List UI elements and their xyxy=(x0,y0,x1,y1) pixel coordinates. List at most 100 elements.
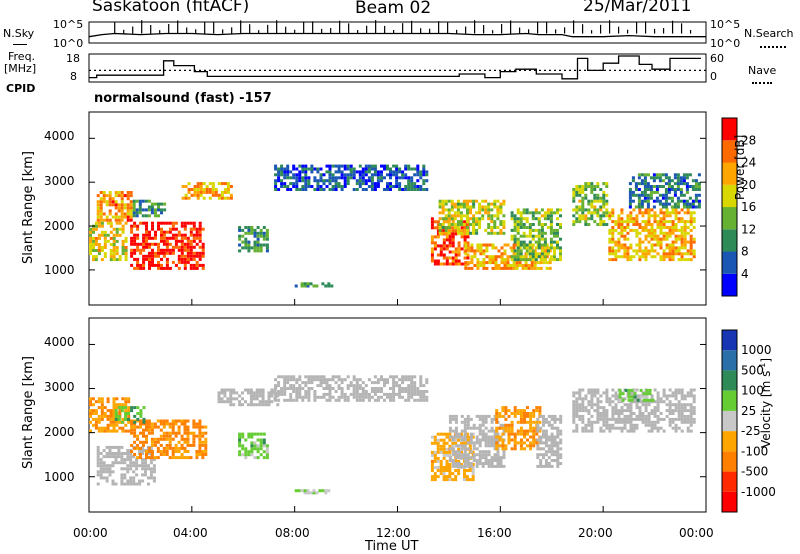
velocity-heatmap-cell xyxy=(519,409,523,413)
velocity-heatmap-cell xyxy=(559,429,563,433)
power-heatmap-cell xyxy=(89,239,92,243)
power-heatmap-cell xyxy=(459,217,463,221)
power-heatmap-cell xyxy=(352,170,356,174)
velocity-heatmap-cell xyxy=(644,406,648,410)
power-heatmap-cell xyxy=(334,179,338,183)
power-heatmap-cell xyxy=(643,185,647,188)
power-heatmap-cell xyxy=(343,179,347,183)
power-heatmap-cell xyxy=(559,246,562,250)
velocity-heatmap-cell xyxy=(662,391,666,395)
power-heatmap-cell xyxy=(253,231,257,235)
velocity-heatmap-cell xyxy=(149,467,153,471)
velocity-heatmap-cell xyxy=(614,409,618,413)
velocity-heatmap-cell xyxy=(255,397,259,401)
power-heatmap-cell xyxy=(445,244,449,248)
velocity-heatmap-cell xyxy=(97,406,101,410)
power-heatmap-cell xyxy=(183,224,187,228)
power-heatmap-cell xyxy=(343,164,347,168)
velocity-heatmap-cell xyxy=(611,406,615,410)
velocity-heatmap-cell xyxy=(355,390,359,393)
power-heatmap-cell xyxy=(436,229,440,233)
power-heatmap-cell xyxy=(674,226,678,229)
power-heatmap-cell xyxy=(217,193,221,197)
power-heatmap-cell xyxy=(584,217,588,221)
velocity-heatmap-cell xyxy=(392,395,396,399)
power-heatmap-cell xyxy=(497,255,501,259)
power-heatmap-cell xyxy=(361,173,365,177)
power-heatmap-cell xyxy=(692,237,696,241)
velocity-heatmap-cell xyxy=(502,456,506,460)
velocity-heatmap-cell xyxy=(198,431,202,435)
velocity-heatmap-cell xyxy=(692,394,696,398)
power-heatmap-cell xyxy=(614,258,618,262)
power-heatmap-cell xyxy=(540,252,544,256)
power-heatmap-cell xyxy=(530,261,534,265)
power-heatmap-cell xyxy=(680,217,684,221)
velocity-heatmap-cell xyxy=(100,397,104,401)
velocity-heatmap-cell xyxy=(587,391,591,395)
velocity-colorbar-tick: 1000 xyxy=(741,343,772,357)
velocity-heatmap-cell xyxy=(152,458,156,462)
power-heatmap-cell xyxy=(679,190,683,194)
power-heatmap-cell xyxy=(644,255,648,259)
power-heatmap-cell xyxy=(525,258,529,262)
power-heatmap-cell xyxy=(692,249,696,253)
velocity-heatmap-cell xyxy=(201,440,205,444)
velocity-heatmap-cell xyxy=(647,429,651,433)
power-heatmap-cell xyxy=(549,223,553,226)
velocity-heatmap-cell xyxy=(127,397,131,401)
power-heatmap-cell xyxy=(441,208,445,212)
velocity-heatmap-cell xyxy=(108,449,112,452)
power-heatmap-cell xyxy=(121,243,125,246)
power-heatmap-cell xyxy=(135,214,139,218)
velocity-heatmap-cell xyxy=(536,438,540,442)
power-heatmap-cell xyxy=(186,260,190,264)
power-heatmap-cell xyxy=(464,243,468,247)
velocity-heatmap-cell xyxy=(448,456,452,460)
power-heatmap-cell xyxy=(256,237,260,241)
velocity-heatmap-cell xyxy=(150,422,154,426)
velocity-heatmap-cell xyxy=(141,473,145,477)
velocity-heatmap-cell xyxy=(162,434,166,438)
velocity-heatmap-cell xyxy=(448,435,452,439)
velocity-heatmap-cell xyxy=(578,403,582,407)
velocity-heatmap-cell xyxy=(481,432,485,436)
power-heatmap-cell xyxy=(436,232,440,236)
velocity-heatmap-cell xyxy=(605,426,609,430)
power-heatmap-cell xyxy=(680,234,684,238)
power-heatmap-cell xyxy=(608,211,612,215)
power-heatmap-cell xyxy=(442,253,446,257)
power-heatmap-cell xyxy=(150,208,154,212)
velocity-heatmap-cell xyxy=(581,426,585,430)
power-heatmap-cell xyxy=(364,170,368,174)
power-heatmap-cell xyxy=(490,231,494,235)
power-heatmap-cell xyxy=(680,252,684,256)
velocity-heatmap-cell xyxy=(677,414,681,418)
power-heatmap-cell xyxy=(506,264,510,267)
velocity-heatmap-cell xyxy=(258,391,262,395)
velocity-heatmap-cell xyxy=(439,469,443,472)
velocity-heatmap-cell xyxy=(442,469,446,472)
velocity-heatmap-cell xyxy=(198,428,202,432)
power-heatmap-cell xyxy=(516,252,520,256)
power-heatmap-cell xyxy=(307,182,311,186)
power-heatmap-cell xyxy=(608,258,612,262)
power-heatmap-cell xyxy=(112,236,116,240)
power-heatmap-cell xyxy=(596,223,600,226)
power-heatmap-cell xyxy=(494,255,498,259)
velocity-heatmap-cell xyxy=(253,432,257,436)
velocity-heatmap-cell xyxy=(416,390,420,393)
velocity-heatmap-cell xyxy=(451,459,455,462)
power-heatmap-cell xyxy=(641,220,645,224)
velocity-heatmap-cell xyxy=(422,395,426,399)
power-heatmap-cell xyxy=(148,242,151,246)
power-heatmap-cell xyxy=(456,226,460,229)
power-heatmap-cell xyxy=(647,217,651,221)
velocity-heatmap-cell xyxy=(593,388,597,392)
power-heatmap-cell xyxy=(389,188,392,191)
power-heatmap-cell xyxy=(647,234,651,238)
velocity-heatmap-cell xyxy=(602,406,606,410)
power-heatmap-cell xyxy=(436,226,440,230)
power-heatmap-cell xyxy=(556,246,559,250)
power-heatmap-cell xyxy=(265,231,269,235)
